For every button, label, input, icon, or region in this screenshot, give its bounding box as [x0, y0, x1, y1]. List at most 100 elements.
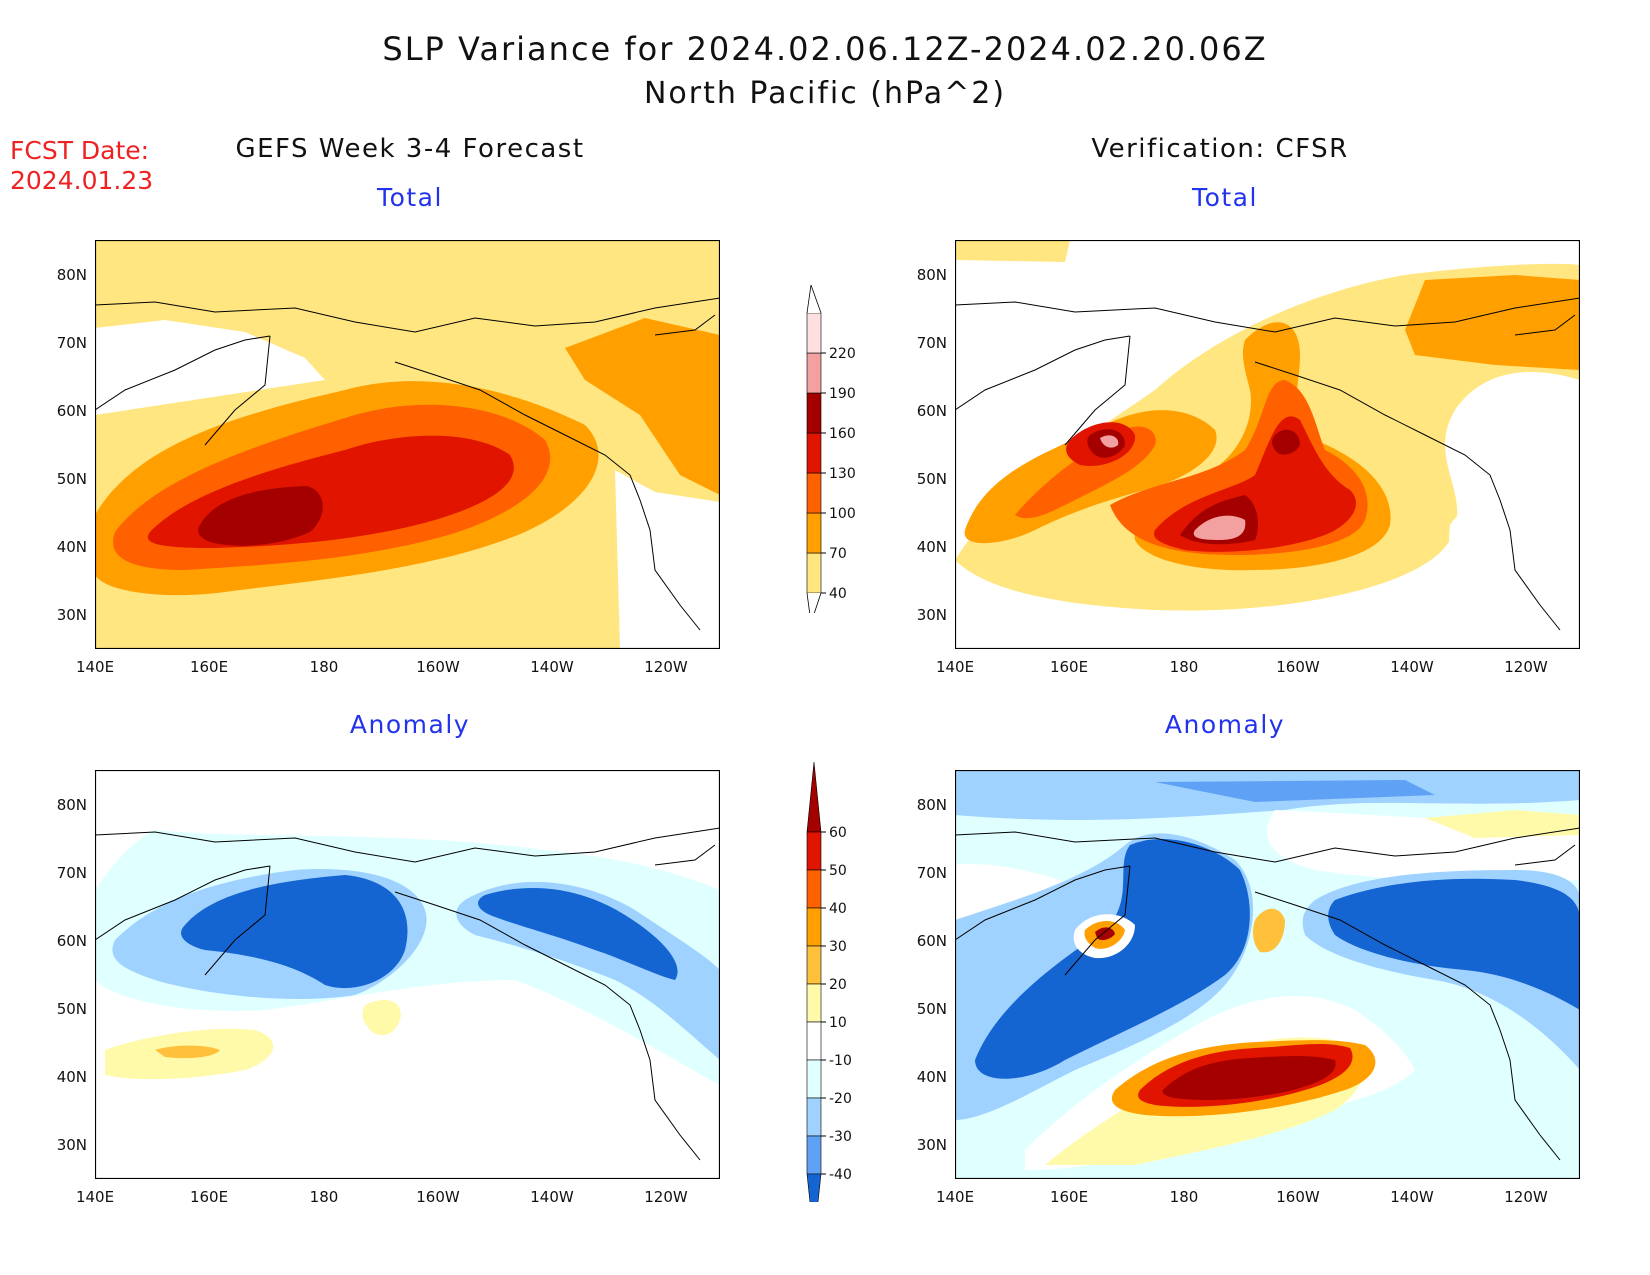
colorbar-anomaly-bin: [806, 907, 822, 947]
lat-label-forecast-anomaly: 70N: [56, 864, 87, 882]
lon-label-verification-anomaly: 120W: [1504, 1188, 1548, 1206]
colorbar-total-bin: [806, 312, 822, 354]
lon-label-verification-total: 160W: [1276, 658, 1320, 676]
lat-label-forecast-total: 80N: [56, 266, 87, 284]
colorbar-total-label: 130: [829, 466, 856, 482]
lon-label-forecast-total: 140E: [75, 658, 115, 676]
lon-label-forecast-anomaly: 140W: [530, 1188, 574, 1206]
colorbar-anomaly-label: 40: [829, 901, 847, 917]
lon-label-verification-total: 160E: [1049, 658, 1089, 676]
lat-label-forecast-total: 50N: [56, 470, 87, 488]
colorbar-total-bin: [806, 392, 822, 434]
lat-label-verification-total: 70N: [916, 334, 947, 352]
lat-label-forecast-anomaly: 80N: [56, 796, 87, 814]
colorbar-total: 220 190 160 130 100 70 40: [806, 284, 856, 613]
forecast-date-value: 2024.01.23: [10, 166, 154, 195]
lat-label-forecast-total: 40N: [56, 538, 87, 556]
lat-label-forecast-anomaly: 40N: [56, 1068, 87, 1086]
colorbar-total-arrow-bottom: [806, 592, 822, 613]
colorbar-anomaly-label: 20: [829, 977, 847, 993]
lat-label-verification-anomaly: 70N: [916, 864, 947, 882]
lat-label-verification-total: 30N: [916, 606, 947, 624]
colorbar-anomaly-bin: [806, 831, 822, 871]
colorbar-total-label: 190: [829, 386, 856, 402]
colorbar-total-label: 70: [829, 546, 847, 562]
colorbar-anomaly-bin: [806, 1021, 822, 1061]
colorbar-total-label: 100: [829, 506, 856, 522]
lon-label-verification-anomaly: 160E: [1049, 1188, 1089, 1206]
colorbar-total-bin: [806, 552, 822, 594]
lat-label-forecast-anomaly: 60N: [56, 932, 87, 950]
lon-label-forecast-total: 160E: [189, 658, 229, 676]
map-verification-anomaly: [955, 770, 1580, 1179]
forecast-date-label: FCST Date:: [10, 136, 150, 165]
lon-label-verification-anomaly: 160W: [1276, 1188, 1320, 1206]
colorbar-anomaly-label: -40: [829, 1167, 852, 1183]
lat-label-verification-anomaly: 60N: [916, 932, 947, 950]
colorbar-total-bin: [806, 472, 822, 514]
colorbar-total-arrow-top: [806, 284, 822, 314]
lat-label-verification-anomaly: 30N: [916, 1136, 947, 1154]
lat-label-forecast-total: 60N: [56, 402, 87, 420]
lat-label-verification-total: 80N: [916, 266, 947, 284]
lon-label-forecast-total: 140W: [530, 658, 574, 676]
colorbar-anomaly-arrow-top: [806, 761, 822, 833]
lon-label-forecast-total: 180: [309, 658, 339, 676]
panel-title-forecast-anomaly: Anomaly: [349, 710, 471, 739]
colorbar-anomaly-label: 60: [829, 825, 847, 841]
colorbar-anomaly-arrow-bottom: [806, 1173, 822, 1202]
colorbar-anomaly-label: -30: [829, 1129, 852, 1145]
main-title: SLP Variance for 2024.02.06.12Z-2024.02.…: [382, 30, 1268, 68]
lat-label-verification-total: 60N: [916, 402, 947, 420]
map-forecast-anomaly: [95, 770, 720, 1179]
map-forecast-total: [95, 240, 720, 649]
lon-label-verification-total: 120W: [1504, 658, 1548, 676]
colorbar-anomaly-label: -20: [829, 1091, 852, 1107]
lon-label-verification-anomaly: 140E: [935, 1188, 975, 1206]
lon-label-verification-anomaly: 180: [1169, 1188, 1199, 1206]
colorbar-anomaly: 60 50 40 30 20 10 -10 -20 -30 -40: [806, 761, 852, 1202]
colorbar-anomaly-label: 30: [829, 939, 847, 955]
panel-title-verification-total: Total: [1192, 183, 1258, 212]
lon-label-forecast-anomaly: 180: [309, 1188, 339, 1206]
colorbar-total-bin: [806, 512, 822, 554]
lat-label-verification-total: 40N: [916, 538, 947, 556]
colorbar-anomaly-bin: [806, 869, 822, 909]
colorbar-total-label: 220: [829, 346, 856, 362]
lon-label-forecast-anomaly: 160W: [416, 1188, 460, 1206]
lon-label-verification-anomaly: 140W: [1390, 1188, 1434, 1206]
main-subtitle: North Pacific (hPa^2): [643, 76, 1007, 111]
lon-label-forecast-anomaly: 140E: [75, 1188, 115, 1206]
colorbar-anomaly-label: 50: [829, 863, 847, 879]
lon-label-verification-total: 180: [1169, 658, 1199, 676]
colorbar-total-bin: [806, 432, 822, 474]
lon-label-forecast-total: 120W: [644, 658, 688, 676]
colorbar-anomaly-bin: [806, 983, 822, 1023]
colorbar-anomaly-bin: [806, 1097, 822, 1137]
lon-label-verification-total: 140E: [935, 658, 975, 676]
colorbar-anomaly-bin: [806, 1059, 822, 1099]
colorbar-total-label: 160: [829, 426, 856, 442]
lat-label-forecast-anomaly: 50N: [56, 1000, 87, 1018]
lon-label-forecast-anomaly: 160E: [189, 1188, 229, 1206]
lat-label-verification-anomaly: 50N: [916, 1000, 947, 1018]
lat-label-forecast-total: 70N: [56, 334, 87, 352]
colorbar-anomaly-label: -10: [829, 1053, 852, 1069]
lat-label-forecast-anomaly: 30N: [56, 1136, 87, 1154]
panel-title-forecast-total: Total: [377, 183, 443, 212]
lon-label-forecast-total: 160W: [416, 658, 460, 676]
lat-label-verification-total: 50N: [916, 470, 947, 488]
panel-title-verification-anomaly: Anomaly: [1164, 710, 1286, 739]
colorbar-anomaly-bin: [806, 945, 822, 985]
lat-label-verification-anomaly: 40N: [916, 1068, 947, 1086]
forecast-date: FCST Date: 2024.01.23: [10, 136, 153, 196]
lat-label-verification-anomaly: 80N: [916, 796, 947, 814]
colorbar-total-bin: [806, 352, 822, 394]
right-column-title: Verification: CFSR: [1091, 134, 1349, 164]
map-verification-total: [955, 240, 1580, 649]
colorbar-anomaly-bin: [806, 1135, 822, 1175]
left-column-title: GEFS Week 3-4 Forecast: [235, 134, 585, 164]
colorbar-total-label: 40: [829, 586, 847, 602]
colorbar-anomaly-label: 10: [829, 1015, 847, 1031]
lat-label-forecast-total: 30N: [56, 606, 87, 624]
